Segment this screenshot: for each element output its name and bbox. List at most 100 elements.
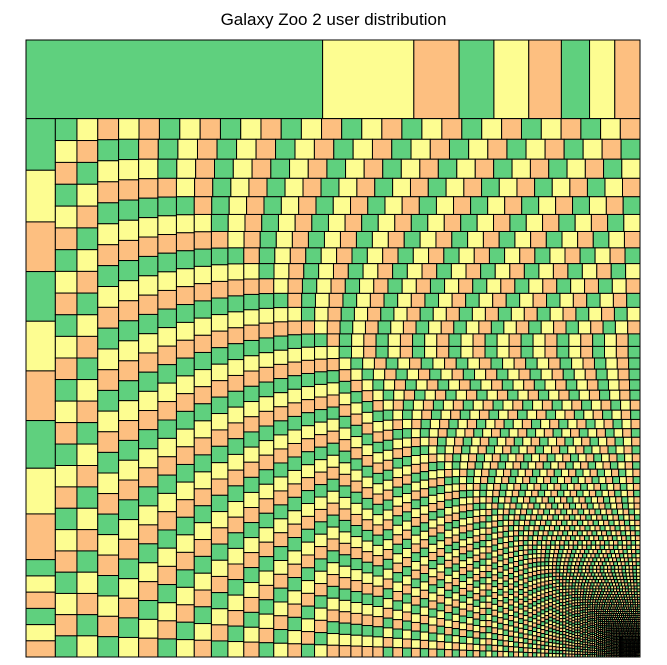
treemap-cell bbox=[175, 639, 195, 658]
treemap-cell bbox=[531, 652, 538, 658]
treemap-cell bbox=[258, 293, 275, 309]
treemap-cell bbox=[479, 620, 487, 628]
treemap-cell bbox=[392, 263, 408, 280]
treemap-cell bbox=[502, 519, 509, 527]
treemap-cell bbox=[377, 213, 396, 232]
treemap-cell bbox=[527, 612, 533, 618]
treemap-cell bbox=[559, 357, 573, 370]
treemap-cell bbox=[394, 379, 406, 391]
treemap-cell bbox=[494, 476, 503, 485]
treemap-cell bbox=[243, 339, 260, 357]
treemap-cell bbox=[97, 513, 120, 536]
treemap-cell bbox=[542, 213, 560, 232]
treemap-cell bbox=[138, 313, 159, 335]
treemap-cell bbox=[563, 138, 584, 160]
treemap-cell bbox=[338, 645, 352, 658]
treemap-cell bbox=[551, 590, 557, 595]
treemap-cell bbox=[301, 278, 318, 294]
treemap-cell bbox=[369, 292, 385, 308]
treemap-cell bbox=[275, 138, 296, 160]
treemap-cell bbox=[339, 320, 354, 335]
treemap-cell bbox=[300, 605, 316, 620]
treemap-cell bbox=[513, 436, 524, 447]
treemap-cell bbox=[409, 357, 422, 370]
treemap-cell bbox=[227, 594, 245, 612]
treemap-cell bbox=[536, 590, 542, 596]
treemap-cell bbox=[513, 591, 520, 598]
treemap-cell bbox=[451, 483, 460, 492]
treemap-cell bbox=[544, 603, 550, 609]
treemap-cell bbox=[531, 596, 538, 603]
treemap-cell bbox=[451, 476, 460, 485]
treemap-cell bbox=[518, 519, 525, 527]
treemap-cell bbox=[444, 597, 453, 606]
treemap-cell bbox=[484, 306, 499, 322]
treemap-cell bbox=[497, 645, 504, 652]
treemap-cell bbox=[372, 493, 384, 505]
treemap-cell bbox=[243, 611, 260, 628]
treemap-cell bbox=[622, 436, 633, 447]
treemap-cell bbox=[527, 607, 533, 614]
treemap-cell bbox=[544, 576, 550, 582]
treemap-cell bbox=[518, 603, 524, 610]
treemap-cell bbox=[606, 436, 616, 447]
treemap-cell bbox=[326, 597, 340, 611]
treemap-cell bbox=[350, 413, 363, 426]
treemap-cell bbox=[473, 468, 483, 478]
treemap-cell bbox=[338, 496, 352, 510]
treemap-cell bbox=[460, 333, 474, 347]
treemap-cell bbox=[575, 306, 590, 322]
treemap-cell bbox=[632, 476, 641, 485]
treemap-cell bbox=[522, 601, 529, 607]
treemap-cell bbox=[527, 580, 533, 587]
treemap-cell bbox=[227, 311, 245, 329]
treemap-cell bbox=[118, 558, 140, 580]
treemap-cell bbox=[458, 615, 468, 624]
treemap-cell bbox=[559, 540, 565, 546]
treemap-cell bbox=[555, 589, 560, 594]
treemap-cell bbox=[466, 503, 474, 512]
treemap-cell bbox=[480, 263, 496, 280]
treemap-cell bbox=[515, 502, 523, 510]
treemap-cell bbox=[76, 161, 99, 185]
treemap-cell bbox=[551, 597, 557, 602]
treemap-cell bbox=[533, 379, 546, 391]
treemap-cell bbox=[467, 461, 476, 470]
treemap-cell bbox=[562, 306, 577, 322]
treemap-cell bbox=[402, 629, 412, 640]
treemap-cell bbox=[631, 436, 641, 447]
treemap-cell bbox=[364, 320, 379, 335]
treemap-cell bbox=[615, 496, 623, 504]
treemap-cell bbox=[210, 247, 229, 266]
treemap-cell bbox=[498, 177, 518, 198]
treemap-cell bbox=[629, 530, 636, 537]
treemap-cell bbox=[577, 565, 583, 570]
treemap-cell bbox=[504, 496, 512, 504]
treemap-cell bbox=[529, 158, 550, 179]
treemap-cell bbox=[589, 436, 599, 447]
treemap-cell bbox=[487, 138, 508, 160]
treemap-cell bbox=[539, 519, 547, 527]
treemap-cell bbox=[243, 491, 260, 509]
treemap-cell bbox=[555, 592, 560, 598]
treemap-cell bbox=[518, 530, 525, 537]
treemap-cell bbox=[393, 306, 408, 322]
treemap-cell bbox=[300, 306, 316, 322]
treemap-cell bbox=[361, 497, 374, 510]
treemap-cell bbox=[567, 561, 573, 567]
treemap-cell bbox=[478, 292, 494, 308]
treemap-cell bbox=[599, 389, 611, 401]
treemap-cell bbox=[536, 569, 542, 576]
treemap-cell bbox=[602, 461, 611, 470]
treemap-cell bbox=[584, 158, 605, 179]
treemap-cell bbox=[458, 601, 468, 610]
treemap-cell bbox=[536, 574, 542, 580]
treemap-cell bbox=[576, 557, 582, 563]
treemap-cell bbox=[345, 158, 365, 179]
treemap-cell bbox=[210, 511, 229, 529]
treemap-cell bbox=[243, 476, 260, 493]
treemap-cell bbox=[632, 468, 641, 478]
treemap-cell bbox=[175, 304, 195, 323]
treemap-cell bbox=[612, 476, 621, 485]
treemap-cell bbox=[566, 158, 586, 179]
